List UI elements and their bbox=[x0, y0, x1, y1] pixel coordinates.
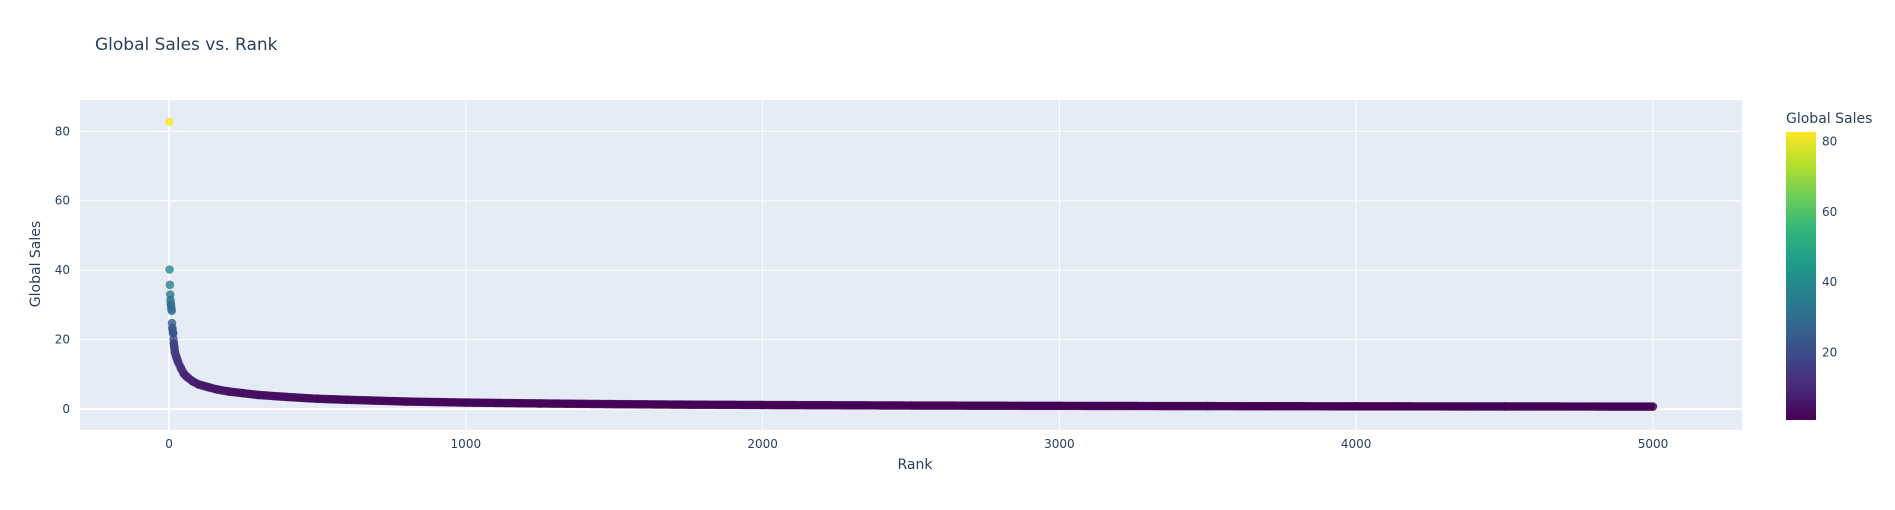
plot-area bbox=[80, 100, 1742, 430]
y-tick-label: 80 bbox=[55, 124, 70, 138]
point bbox=[1055, 401, 1064, 411]
scatter-points bbox=[165, 117, 1658, 411]
x-axis-title: Rank bbox=[898, 457, 934, 473]
x-tick-label: 4000 bbox=[1341, 437, 1372, 451]
point bbox=[203, 382, 212, 392]
point bbox=[758, 400, 767, 410]
y-tick-label: 20 bbox=[55, 333, 70, 347]
y-tick-label: 40 bbox=[55, 263, 70, 277]
point bbox=[212, 385, 221, 394]
point bbox=[167, 306, 177, 316]
point bbox=[402, 397, 411, 406]
colorbar bbox=[1786, 132, 1816, 420]
point bbox=[1500, 402, 1509, 411]
colorbar-tick-label: 60 bbox=[1822, 205, 1837, 219]
x-axis-ticks: 0 1000 2000 3000 4000 5000 bbox=[165, 437, 1668, 451]
point bbox=[238, 388, 248, 398]
point bbox=[342, 395, 352, 405]
point bbox=[253, 390, 263, 400]
y-axis-ticks: 0 20 40 60 80 bbox=[55, 124, 70, 416]
colorbar-title: Global Sales bbox=[1786, 111, 1872, 127]
point bbox=[461, 398, 471, 407]
point bbox=[165, 117, 174, 127]
point bbox=[906, 401, 916, 410]
point bbox=[535, 399, 545, 408]
x-tick-label: 5000 bbox=[1638, 437, 1669, 451]
point bbox=[182, 372, 192, 382]
point bbox=[194, 380, 204, 389]
point bbox=[313, 394, 322, 404]
point bbox=[165, 265, 174, 274]
point bbox=[684, 400, 693, 409]
y-axis-title: Global Sales bbox=[28, 221, 44, 307]
x-tick-label: 1000 bbox=[451, 437, 482, 451]
colorbar-tick-label: 40 bbox=[1822, 275, 1837, 289]
point bbox=[165, 280, 175, 290]
point bbox=[173, 357, 183, 366]
x-tick-label: 3000 bbox=[1044, 437, 1075, 451]
point bbox=[609, 399, 619, 409]
colorbar-tick-label: 80 bbox=[1822, 134, 1837, 148]
x-tick-label: 2000 bbox=[747, 437, 778, 451]
chart-title: Global Sales vs. Rank bbox=[95, 35, 278, 55]
point bbox=[1351, 402, 1361, 411]
point bbox=[1203, 401, 1213, 411]
point bbox=[1648, 402, 1658, 411]
point bbox=[283, 392, 293, 402]
colorbar-tick-label: 20 bbox=[1822, 345, 1837, 359]
colorbar-ticks: 20 40 60 80 bbox=[1822, 134, 1837, 359]
y-tick-label: 0 bbox=[62, 402, 70, 416]
x-tick-label: 0 bbox=[165, 437, 173, 451]
point bbox=[224, 387, 233, 396]
y-tick-label: 60 bbox=[55, 194, 70, 208]
